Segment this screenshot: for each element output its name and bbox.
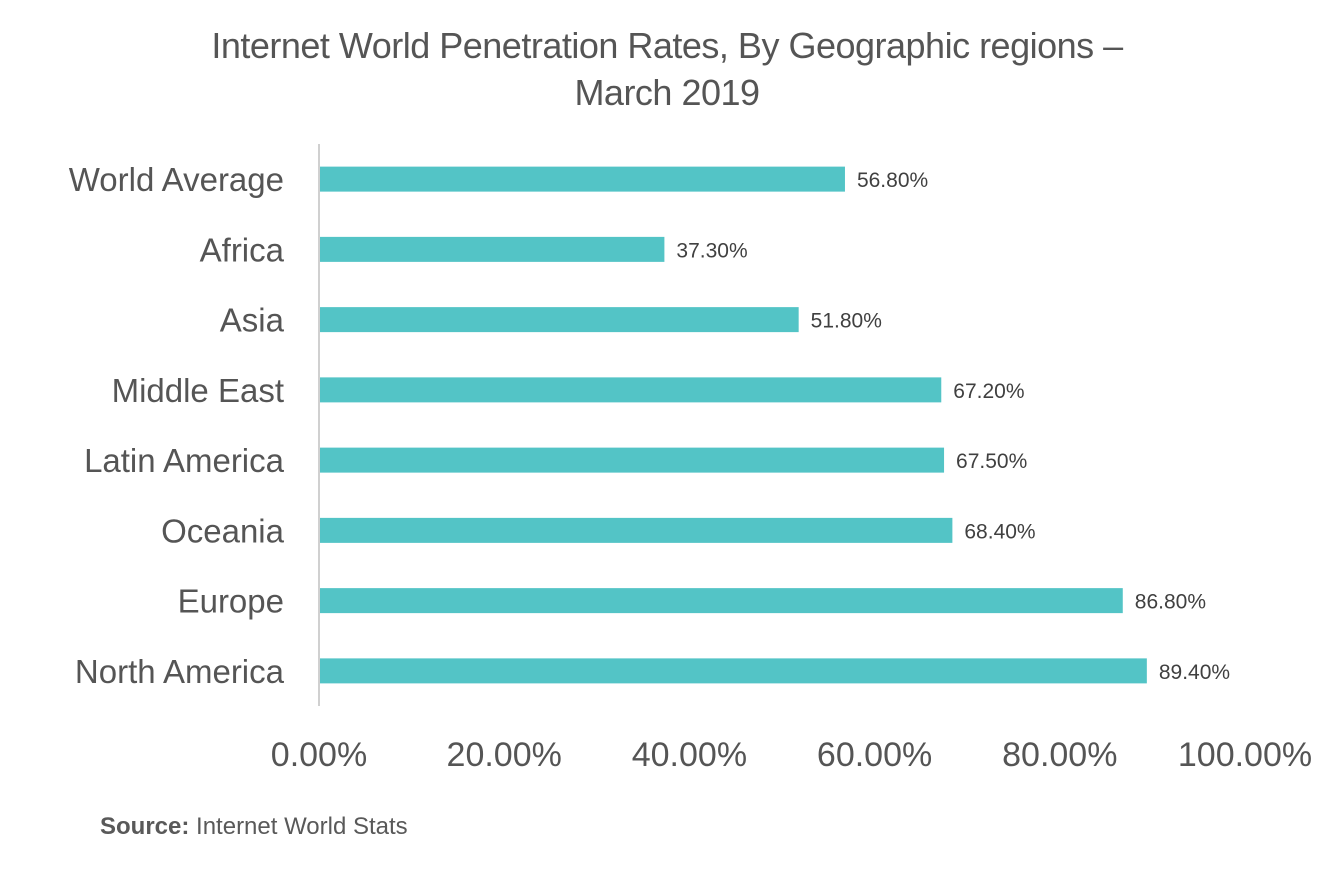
x-tick-label: 60.00% <box>817 736 932 774</box>
category-label: Asia <box>220 302 285 339</box>
category-label: Middle East <box>112 372 284 409</box>
category-label: World Average <box>69 161 284 198</box>
x-tick-label: 0.00% <box>271 736 367 774</box>
data-label: 67.50% <box>956 450 1027 473</box>
bar <box>320 447 945 473</box>
x-tick-label: 40.00% <box>632 736 747 774</box>
bar <box>320 377 942 403</box>
category-label: Africa <box>200 231 285 268</box>
source-text: Internet World Stats <box>196 813 408 840</box>
x-tick-label: 20.00% <box>447 736 562 774</box>
bar <box>320 658 1147 684</box>
x-ticks-layer: 0.00% 20.00% 40.00% 60.00% 80.00% 100.00% <box>271 736 1312 774</box>
chart-title-line-1: Internet World Penetration Rates, By Geo… <box>211 25 1123 66</box>
data-label: 86.80% <box>1135 591 1206 614</box>
data-label: 67.20% <box>953 380 1024 403</box>
data-label: 89.40% <box>1159 661 1230 684</box>
bar <box>320 236 665 262</box>
source-label: Source: <box>100 813 190 840</box>
category-label: North America <box>75 653 285 690</box>
source-note: Source: Internet World Stats <box>100 813 408 841</box>
x-tick-label: 100.00% <box>1178 736 1312 774</box>
bars-layer <box>320 166 1147 684</box>
data-label: 68.40% <box>964 520 1035 543</box>
data-label: 51.80% <box>811 310 882 333</box>
value-labels-layer: 56.80% 37.30% 51.80% 67.20% 67.50% 68.40% 86.8… <box>676 169 1230 684</box>
data-label: 37.30% <box>676 239 747 262</box>
chart-title-line-2: March 2019 <box>574 72 760 113</box>
bar <box>320 166 845 192</box>
category-label: Europe <box>178 583 284 620</box>
chart-title: Internet World Penetration Rates, By Geo… <box>0 22 1334 116</box>
bar <box>320 517 953 543</box>
bar <box>320 588 1123 614</box>
category-labels-layer: World Average Africa Asia Middle East Latin … <box>69 161 285 690</box>
category-label: Latin America <box>84 442 285 479</box>
bar <box>320 307 799 333</box>
x-tick-label: 80.00% <box>1002 736 1117 774</box>
data-label: 56.80% <box>857 169 928 192</box>
category-label: Oceania <box>161 512 285 549</box>
